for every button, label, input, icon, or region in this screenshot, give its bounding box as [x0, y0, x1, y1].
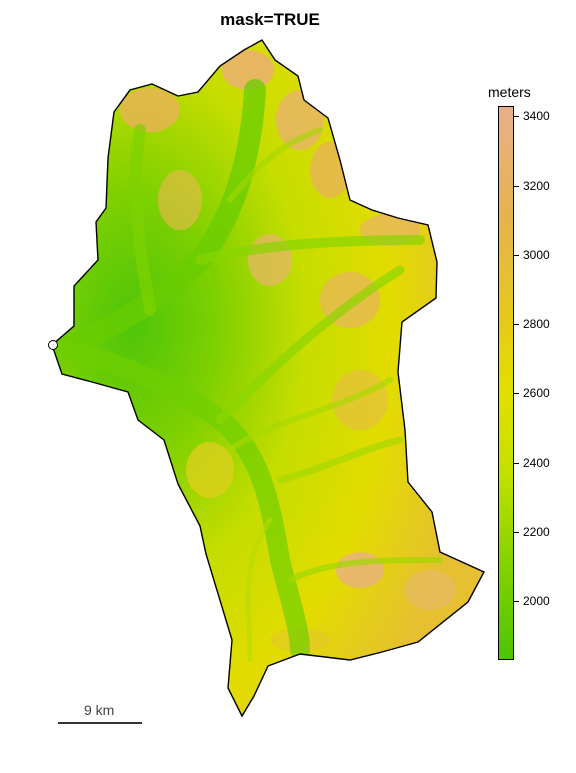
- legend-tick-label: 2200: [523, 524, 550, 539]
- legend-colorbar: [498, 106, 514, 660]
- scale-bar-label: 9 km: [84, 702, 115, 718]
- legend-tick: [514, 324, 519, 326]
- legend-tick-label: 2000: [523, 594, 550, 609]
- legend-tick-label: 3400: [523, 109, 550, 124]
- outlet-point: [48, 340, 58, 350]
- legend-tick: [514, 185, 519, 187]
- legend-tick: [514, 393, 519, 395]
- scale-bar: [58, 722, 142, 724]
- legend-frame: [498, 106, 514, 660]
- legend-tick-label: 2600: [523, 386, 550, 401]
- legend-tick-label: 2400: [523, 455, 550, 470]
- legend-tick-label: 3200: [523, 178, 550, 193]
- legend-tick: [514, 531, 519, 533]
- legend-tick: [514, 462, 519, 464]
- legend-title: meters: [488, 84, 531, 100]
- legend-tick-label: 2800: [523, 317, 550, 332]
- legend-tick: [514, 601, 519, 603]
- legend-tick: [514, 116, 519, 118]
- map-title: mask=TRUE: [220, 10, 320, 29]
- legend-tick: [514, 254, 519, 256]
- legend-tick-label: 3000: [523, 247, 550, 262]
